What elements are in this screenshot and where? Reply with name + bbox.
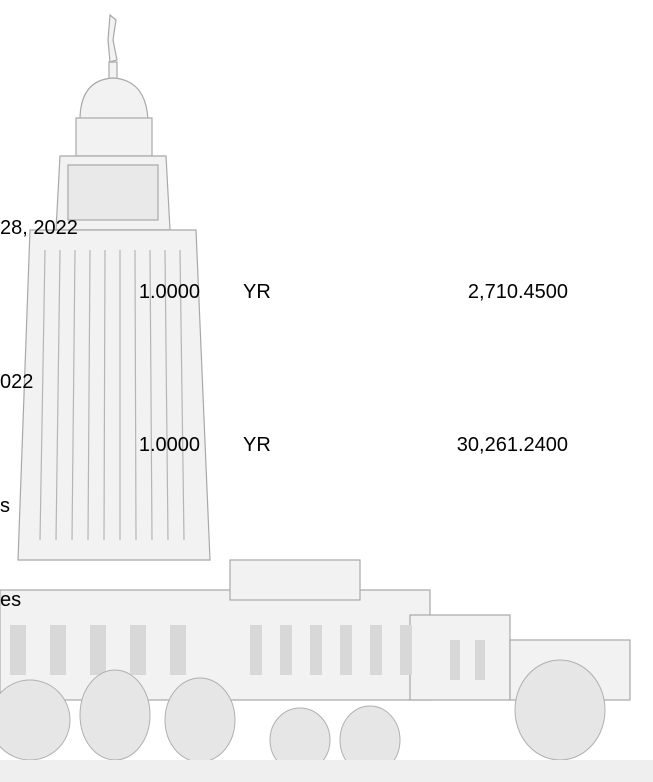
- capitol-watermark: [0, 0, 653, 782]
- quantity: 1.0000: [80, 280, 200, 304]
- date-text: 28, 2022: [0, 216, 78, 240]
- note-text: s: [0, 494, 10, 518]
- page: 28, 2022 1.0000 YR 2,710.4500 022 1.0000…: [0, 0, 653, 782]
- note-text: es: [0, 588, 21, 612]
- quantity: 1.0000: [80, 433, 200, 457]
- amount: 30,261.2400: [400, 433, 568, 457]
- date-text: 022: [0, 370, 33, 394]
- unit: YR: [243, 433, 271, 457]
- unit: YR: [243, 280, 271, 304]
- amount: 2,710.4500: [400, 280, 568, 304]
